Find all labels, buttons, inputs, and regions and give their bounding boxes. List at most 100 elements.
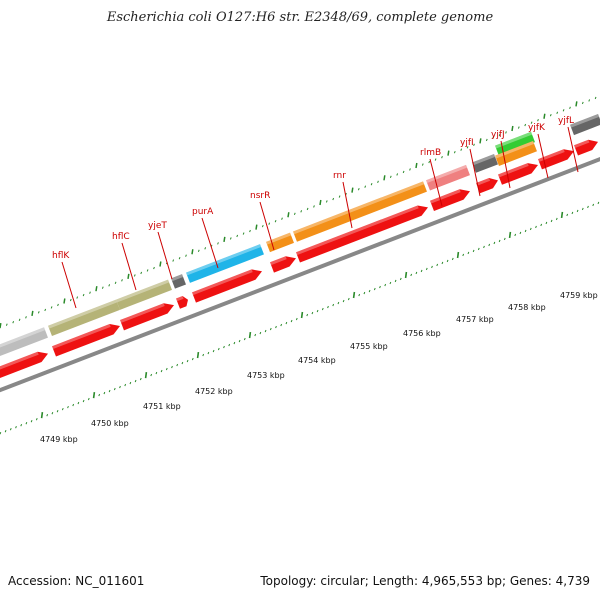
feature-block — [171, 274, 186, 289]
tick-mark — [581, 101, 584, 105]
scale-tick — [352, 291, 356, 299]
scale-tick — [207, 351, 210, 355]
scale-tick — [51, 411, 54, 415]
scale-tick — [129, 381, 132, 385]
scale-label: 4758 kbp — [508, 303, 546, 312]
tick-mark — [249, 229, 251, 233]
gene-label: yjfJ — [491, 130, 505, 140]
tick-mark — [261, 224, 264, 228]
tick-mark — [364, 185, 367, 188]
scale-tick — [103, 391, 106, 395]
tick-mark — [44, 308, 47, 312]
scale-tick — [327, 305, 329, 309]
feature-tracks — [0, 114, 600, 382]
tick-mark — [473, 143, 475, 146]
tick-mark — [57, 303, 59, 307]
scale-label: 4756 kbp — [403, 329, 441, 338]
scale-tick — [9, 427, 12, 431]
tick-mark — [338, 195, 341, 198]
tick-mark — [319, 199, 322, 206]
scale-tick — [415, 271, 418, 275]
scale-label: 4752 kbp — [195, 387, 233, 396]
scale-tick — [290, 319, 293, 323]
tick-mark — [460, 148, 463, 151]
scale-tick — [0, 431, 2, 435]
scale-tick — [535, 225, 537, 229]
tick-mark — [172, 259, 175, 262]
feature-block — [186, 244, 264, 283]
scale-tick — [160, 369, 163, 373]
scale-tick — [82, 399, 85, 403]
scale-tick — [4, 429, 7, 433]
scale-tick — [217, 347, 220, 351]
scale-tick — [98, 393, 101, 397]
feature-block — [116, 279, 172, 310]
scale-label: 4750 kbp — [91, 419, 129, 428]
tick-mark — [31, 310, 34, 316]
tick-mark — [204, 247, 207, 250]
tick-mark — [191, 249, 194, 255]
feature-block — [495, 141, 537, 166]
scale-tick — [498, 239, 501, 243]
tick-mark — [242, 232, 245, 235]
tick-mark — [549, 114, 552, 117]
tick-mark — [12, 321, 15, 324]
scale-tick — [248, 331, 252, 339]
tick-mark — [377, 180, 379, 183]
tick-mark — [197, 249, 200, 252]
genome-backbone — [0, 157, 600, 393]
scale-label: 4751 kbp — [143, 402, 181, 411]
tick-mark — [421, 163, 424, 166]
scale-tick — [108, 389, 111, 393]
feature-block — [426, 164, 470, 191]
scale-tick — [555, 217, 558, 221]
tick-mark — [306, 207, 309, 211]
scale-tick — [165, 367, 168, 371]
scale-tick — [337, 301, 340, 305]
tick-mark — [153, 266, 155, 270]
tick-mark — [428, 160, 431, 164]
tick-mark — [287, 212, 290, 218]
scale-tick — [72, 403, 75, 407]
tick-mark — [492, 136, 495, 139]
feature-block — [293, 181, 427, 242]
cds-arrow — [52, 324, 121, 357]
scale-label: 4753 kbp — [247, 371, 285, 380]
scale-tick — [587, 205, 589, 209]
tick-mark — [466, 146, 469, 149]
gene-label: rnr — [333, 171, 346, 181]
tick-mark — [543, 113, 546, 119]
scale-tick — [228, 343, 231, 347]
tick-mark — [479, 138, 482, 144]
tick-mark — [293, 212, 296, 215]
scale-label: 4754 kbp — [298, 356, 336, 365]
scale-tick — [368, 289, 371, 293]
cds-arrow — [296, 205, 428, 263]
scale-tick — [238, 339, 241, 343]
leader-line — [500, 140, 511, 189]
cds-arrow — [476, 177, 499, 194]
scale-tick — [477, 247, 480, 251]
scale-tick — [20, 423, 23, 427]
tick-mark — [524, 123, 527, 127]
scale-tick — [514, 233, 517, 237]
scale-tick — [181, 361, 184, 365]
tick-mark — [146, 269, 149, 272]
leader-line — [537, 133, 549, 179]
scale-tick — [30, 419, 33, 423]
leader-line — [342, 181, 353, 229]
feature-block — [48, 299, 120, 337]
scale-tick — [40, 412, 44, 419]
tick-mark — [89, 291, 91, 294]
scale-tick — [576, 209, 579, 213]
tick-mark — [50, 306, 53, 309]
cds-arrow — [574, 139, 599, 156]
scale-tick — [581, 207, 584, 211]
scale-tick — [15, 425, 17, 429]
scale-tick — [462, 253, 465, 257]
scale-tick — [404, 271, 408, 279]
scale-tick — [493, 241, 496, 245]
scale-tick — [139, 377, 142, 381]
scale-labels: 4749 kbp 4750 kbp 4751 kbp 4752 kbp 4753 kbp… — [40, 291, 598, 444]
